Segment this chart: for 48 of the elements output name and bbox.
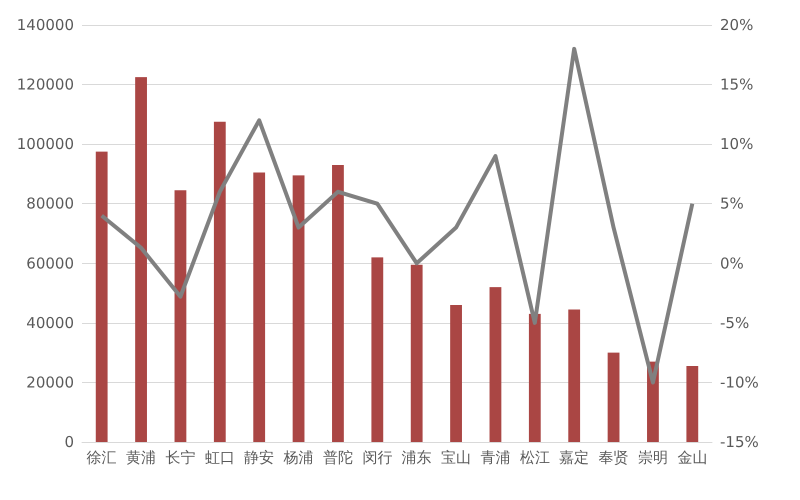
bar (528, 314, 541, 442)
bar (135, 77, 147, 442)
line-series (100, 46, 694, 384)
y2-tick-label: 10% (720, 135, 754, 154)
x-tick-label: 长宁 (165, 448, 196, 466)
y2-tick-label: -10% (720, 373, 759, 392)
y2-tick-label: 20% (720, 16, 754, 34)
bar (410, 264, 423, 442)
y2-tick-label: -5% (720, 314, 750, 332)
bar (214, 122, 226, 442)
x-tick-label: 黄浦 (126, 448, 156, 466)
bar (253, 172, 266, 442)
y-tick-label: 100000 (16, 135, 74, 154)
x-tick-label: 金山 (677, 448, 708, 466)
x-tick-label: 徐汇 (86, 448, 117, 466)
bar (490, 287, 502, 442)
y-tick-label: 60000 (26, 254, 74, 272)
bar (371, 257, 384, 442)
y-tick-label: 80000 (26, 194, 74, 213)
x-tick-label: 静安 (244, 448, 274, 466)
bar (174, 190, 186, 442)
bar (608, 352, 620, 442)
y2-tick-label: 15% (720, 76, 754, 94)
x-tick-label: 杨浦 (282, 448, 314, 466)
x-tick-label: 嘉定 (559, 448, 590, 466)
y-tick-label: 0 (64, 433, 74, 451)
y-tick-label: 20000 (26, 373, 74, 392)
x-tick-label: 虹口 (204, 448, 235, 466)
bar (332, 164, 344, 442)
bar (292, 175, 304, 442)
bar (568, 309, 580, 442)
y-tick-label: 40000 (26, 314, 74, 332)
x-tick-label: 浦东 (402, 448, 432, 466)
x-tick-label: 宝山 (441, 448, 472, 466)
y2-tick-label: 0% (720, 254, 744, 272)
bar (96, 152, 108, 442)
x-tick-label: 普陀 (322, 448, 353, 466)
y-tick-label: 140000 (16, 16, 74, 34)
x-tick-label: 青浦 (480, 448, 510, 466)
x-tick-label: 闵行 (362, 448, 392, 466)
x-tick-label: 奉贤 (598, 448, 629, 466)
bar (686, 366, 698, 442)
x-tick-label: 崇明 (638, 448, 668, 466)
y-tick-label: 120000 (16, 76, 74, 94)
y2-tick-label: -15% (720, 433, 759, 451)
bar (450, 304, 462, 442)
y2-tick-label: 5% (720, 194, 744, 213)
x-tick-label: 松江 (520, 448, 550, 466)
